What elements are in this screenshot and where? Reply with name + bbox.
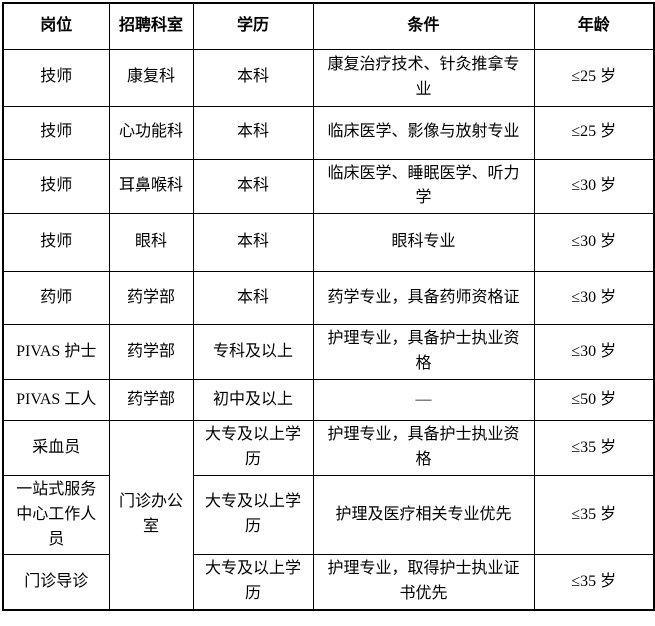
cell-age: ≤35 岁 [533, 554, 655, 611]
table-row: 采血员 门诊办公室 大专及以上学历 护理专业，具备护士执业资格 ≤35 岁 [2, 420, 655, 611]
cell-department: 眼科 [108, 213, 194, 273]
cell-position: PIVAS 护士 [2, 324, 110, 381]
cell-education: 本科 [192, 105, 314, 160]
cell-education: 初中及以上 [192, 379, 314, 422]
cell-condition: 临床医学、睡眠医学、听力学 [312, 158, 535, 215]
cell-age: ≤30 岁 [533, 158, 655, 215]
cell-position: 门诊导诊 [2, 554, 110, 611]
cell-education: 本科 [192, 213, 314, 273]
table-row: 技师 眼科 本科 眼科专业 ≤30 岁 [2, 213, 655, 273]
cell-position: 药师 [2, 271, 110, 326]
cell-condition: — [312, 379, 535, 422]
table-row: 一站式服务中心工作人员 大专及以上学历 护理及医疗相关专业优先 ≤35 岁 [2, 475, 655, 556]
cell-education: 大专及以上学历 [192, 475, 314, 556]
cell-education: 专科及以上 [192, 324, 314, 381]
cell-education: 大专及以上学历 [192, 554, 314, 611]
cell-age: ≤30 岁 [533, 213, 655, 273]
cell-age: ≤25 岁 [533, 105, 655, 160]
cell-age: ≤30 岁 [533, 271, 655, 326]
table-row: 门诊导诊 大专及以上学历 护理专业，取得护士执业证书优先 ≤35 岁 [2, 554, 655, 611]
header-age: 年龄 [533, 2, 655, 50]
cell-position: 技师 [2, 158, 110, 215]
cell-position: 一站式服务中心工作人员 [2, 475, 110, 556]
cell-education: 本科 [192, 158, 314, 215]
cell-age: ≤35 岁 [533, 475, 655, 556]
cell-position: 技师 [2, 48, 110, 107]
cell-position: 技师 [2, 213, 110, 273]
table-header-row: 岗位 招聘科室 学历 条件 年龄 [2, 2, 655, 50]
cell-education: 本科 [192, 271, 314, 326]
cell-position: 采血员 [2, 420, 110, 477]
cell-position: PIVAS 工人 [2, 379, 110, 422]
cell-department: 耳鼻喉科 [108, 158, 194, 215]
cell-age: ≤30 岁 [533, 324, 655, 381]
table-row: PIVAS 护士 药学部 专科及以上 护理专业，具备护士执业资格 ≤30 岁 [2, 324, 655, 381]
cell-department-merged: 门诊办公室 [108, 420, 194, 611]
recruitment-table: 岗位 招聘科室 学历 条件 年龄 技师 康复科 本科 康复治疗技术、针灸推拿专业… [2, 2, 655, 612]
cell-education: 本科 [192, 48, 314, 107]
header-education: 学历 [192, 2, 314, 50]
cell-condition: 临床医学、影像与放射专业 [312, 105, 535, 160]
cell-condition: 药学专业，具备药师资格证 [312, 271, 535, 326]
table-row: PIVAS 工人 药学部 初中及以上 — ≤50 岁 [2, 379, 655, 422]
cell-condition: 护理及医疗相关专业优先 [312, 475, 535, 556]
table-row: 技师 心功能科 本科 临床医学、影像与放射专业 ≤25 岁 [2, 105, 655, 160]
cell-age: ≤25 岁 [533, 48, 655, 107]
cell-department: 康复科 [108, 48, 194, 107]
cell-condition: 护理专业，取得护士执业证书优先 [312, 554, 535, 611]
table-row: 技师 康复科 本科 康复治疗技术、针灸推拿专业 ≤25 岁 [2, 48, 655, 107]
cell-condition: 护理专业，具备护士执业资格 [312, 324, 535, 381]
cell-age: ≤35 岁 [533, 420, 655, 477]
cell-department: 药学部 [108, 379, 194, 422]
cell-position: 技师 [2, 105, 110, 160]
cell-education: 大专及以上学历 [192, 420, 314, 477]
cell-department: 心功能科 [108, 105, 194, 160]
cell-condition: 护理专业，具备护士执业资格 [312, 420, 535, 477]
cell-department: 药学部 [108, 271, 194, 326]
header-condition: 条件 [312, 2, 535, 50]
cell-age: ≤50 岁 [533, 379, 655, 422]
table-row: 药师 药学部 本科 药学专业，具备药师资格证 ≤30 岁 [2, 271, 655, 326]
header-position: 岗位 [2, 2, 110, 50]
cell-condition: 眼科专业 [312, 213, 535, 273]
cell-department: 药学部 [108, 324, 194, 381]
table-row: 技师 耳鼻喉科 本科 临床医学、睡眠医学、听力学 ≤30 岁 [2, 158, 655, 215]
cell-condition: 康复治疗技术、针灸推拿专业 [312, 48, 535, 107]
header-department: 招聘科室 [108, 2, 194, 50]
